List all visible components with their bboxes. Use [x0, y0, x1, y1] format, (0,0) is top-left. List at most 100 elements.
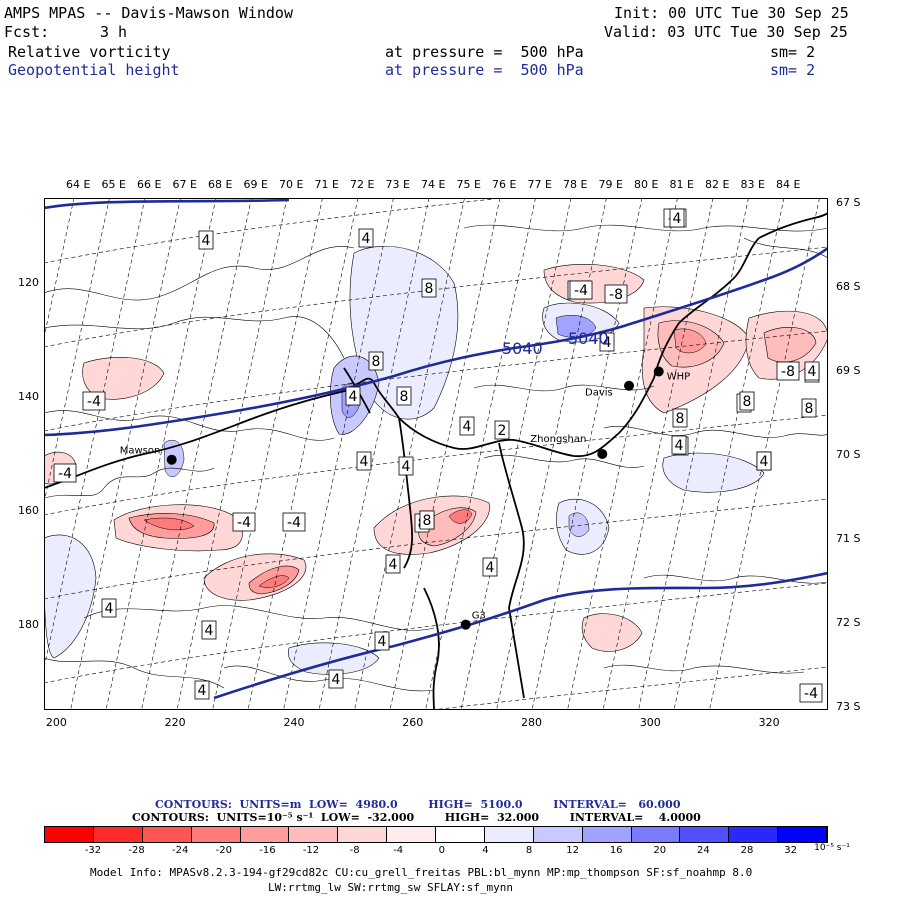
meridian-line [638, 198, 749, 710]
colorbar-label: 24 [697, 845, 710, 856]
meridian-line [531, 198, 643, 710]
vorticity-contour-label: 4 [198, 230, 214, 250]
vorticity-contour-label: -8 [776, 361, 800, 381]
colorbar-segment [582, 827, 632, 842]
longitude-label: 80 E [634, 178, 659, 191]
svg-text:2: 2 [498, 423, 507, 439]
parallel-line [44, 582, 828, 684]
colorbar-label: 8 [525, 845, 533, 856]
colorbar-segment [436, 827, 485, 842]
svg-text:4: 4 [486, 560, 495, 576]
svg-text:4: 4 [389, 557, 398, 573]
colorbar-segment [45, 827, 94, 842]
longitude-label: 70 E [279, 178, 304, 191]
svg-text:-4: -4 [804, 686, 818, 702]
vorticity-contour-label: 8 [801, 398, 817, 418]
longitude-label: 73 E [385, 178, 410, 191]
svg-text:8: 8 [805, 401, 814, 417]
meridian-line [567, 198, 678, 710]
meridian-line [44, 198, 110, 505]
svg-text:8: 8 [400, 389, 409, 405]
station-marker [166, 454, 177, 465]
svg-text:-4: -4 [58, 466, 72, 482]
station-whp[interactable]: WHP [653, 366, 690, 383]
longitude-label: 65 E [101, 178, 126, 191]
y-tick-label: 120 [18, 276, 39, 290]
colorbar-segment [240, 827, 290, 842]
colorbar-label: 28 [740, 845, 754, 856]
parallel-line [44, 198, 505, 264]
vorticity-contour-label: 8 [421, 278, 437, 298]
vorticity-contour-label: 8 [396, 386, 412, 406]
height-contours [44, 198, 828, 700]
y-tick-label: 180 [18, 617, 39, 631]
station-label: Mawson [120, 446, 161, 457]
colorbar-segment [729, 827, 779, 842]
vorticity-contour-label: 4 [194, 680, 210, 700]
svg-text:-4: -4 [574, 283, 588, 299]
colorbar-label: 32 [784, 845, 797, 856]
station-marker [460, 619, 471, 630]
svg-text:-4: -4 [237, 515, 251, 531]
station-g3[interactable]: G3 [460, 611, 486, 630]
coastline [44, 212, 828, 710]
vorticity-contour-label: 4 [328, 669, 344, 689]
vorticity-contour-label: 4 [345, 386, 361, 406]
colorbar-segment [289, 827, 339, 842]
svg-text:4: 4 [362, 231, 371, 247]
colorbar-label: -32 [84, 845, 102, 856]
meridian-line [141, 198, 252, 710]
latitude-label: 67 S [836, 196, 861, 209]
colorbar-label: -28 [128, 845, 145, 856]
longitude-label: 74 E [421, 178, 446, 191]
longitude-label: 75 E [456, 178, 481, 191]
height-contours-legend: CONTOURS: UNITS=m LOW= 4980.0 HIGH= 5100… [155, 798, 681, 811]
vorticity-contour-label: 4 [374, 631, 390, 651]
vorticity-contour-label: -4 [82, 391, 106, 411]
vorticity-contour-label: 4 [671, 435, 687, 455]
colorbar-label: 0 [438, 845, 445, 856]
station-label: Zhongshan [530, 434, 586, 445]
field2-name: Geopotential height [8, 61, 180, 79]
colorbar-segment [93, 827, 143, 842]
colorbar-segment [338, 827, 388, 842]
latitude-label: 71 S [836, 532, 861, 545]
station-davis[interactable]: Davis [585, 380, 635, 399]
vorticity-contours [44, 224, 828, 692]
vorticity-contour-label: 4 [356, 451, 372, 471]
svg-text:-4: -4 [287, 515, 301, 531]
colorbar-label: 20 [653, 845, 667, 856]
vorticity-contour-label: -4 [799, 683, 823, 703]
svg-text:8: 8 [425, 281, 434, 297]
vorticity-contour-label: 4 [482, 557, 498, 577]
vorticity-contour-label: 4 [804, 361, 820, 381]
longitude-label: 78 E [563, 178, 588, 191]
svg-text:4: 4 [675, 438, 684, 454]
init-time: Init: 00 UTC Tue 30 Sep 25 [614, 4, 849, 22]
longitude-label: 77 E [527, 178, 552, 191]
vorticity-contour-label: -8 [604, 284, 628, 304]
longitude-label: 69 E [243, 178, 268, 191]
station-mawson[interactable]: Mawson [120, 446, 177, 465]
vorticity-contour-label: -4 [569, 280, 593, 300]
height-contour-label: 5040 [502, 339, 543, 358]
station-marker [653, 366, 664, 377]
svg-text:4: 4 [332, 672, 341, 688]
longitude-label: 67 E [172, 178, 197, 191]
colorbar-segment [191, 827, 241, 842]
x-tick-label: 320 [758, 716, 780, 729]
vorticity-contour-label: 4 [398, 456, 414, 476]
svg-text:8: 8 [423, 513, 432, 529]
longitude-label: 68 E [208, 178, 233, 191]
longitude-label: 72 E [350, 178, 375, 191]
latitude-label: 70 S [836, 448, 861, 461]
station-zhongshan[interactable]: Zhongshan [530, 434, 608, 459]
height-contour-label: 5040 [568, 329, 609, 348]
parallel-line [44, 246, 828, 348]
meridian-line [176, 198, 288, 710]
meridian-line [602, 198, 714, 710]
station-label: WHP [667, 372, 690, 383]
longitude-label: 76 E [492, 178, 517, 191]
longitude-label: 64 E [66, 178, 91, 191]
meridian-line [212, 198, 323, 710]
